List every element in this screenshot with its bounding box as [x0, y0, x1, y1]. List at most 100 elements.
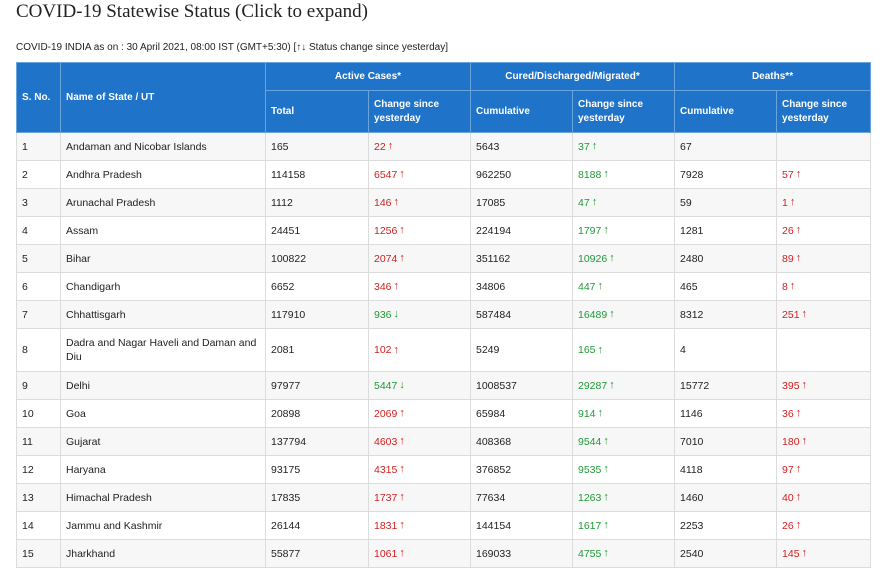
- cell-cured-cumulative-value: 1008537: [476, 379, 517, 392]
- cell-deaths-change: 251 ↑: [776, 300, 872, 329]
- arrow-up-icon: ↑: [795, 168, 802, 180]
- cell-active-change-indicator: 346 ↑: [374, 280, 399, 294]
- cell-deaths-cumulative: 2480: [674, 244, 778, 273]
- cell-cured-change-value: 8188: [578, 168, 602, 181]
- cell-cured-change-indicator: 8188 ↑: [578, 168, 609, 182]
- arrow-up-icon: ↑: [795, 224, 802, 236]
- cell-deaths-change-indicator: 395 ↑: [782, 379, 807, 393]
- cell-active-change: 2074 ↑: [368, 244, 471, 273]
- page-title[interactable]: COVID-19 Statewise Status (Click to expa…: [16, 1, 368, 22]
- cell-state-value: Arunachal Pradesh: [66, 196, 156, 209]
- cell-active-change-indicator: 1737 ↑: [374, 491, 405, 505]
- arrow-up-icon: ↑: [795, 519, 802, 531]
- cell-cured-cumulative-value: 34806: [476, 280, 506, 293]
- cell-cured-change: 447 ↑: [571, 272, 676, 301]
- cell-cured-cumulative-value: 587484: [476, 308, 512, 321]
- arrow-up-icon: ↑: [393, 343, 400, 356]
- cell-state-value: Andaman and Nicobar Islands: [66, 140, 207, 153]
- cell-deaths-cumulative-value: 4: [680, 344, 686, 356]
- cell-active-change-indicator: 2074 ↑: [374, 252, 405, 266]
- arrow-up-icon: ↑: [795, 252, 802, 264]
- arrow-up-icon: ↑: [591, 196, 598, 208]
- cell-cured-change: 29287 ↑: [571, 371, 676, 400]
- cell-cured-change: 9544 ↑: [571, 427, 676, 456]
- cell-deaths-change: 40 ↑: [776, 483, 872, 512]
- cell-cured-cumulative-value: 169033: [476, 547, 512, 560]
- arrow-up-icon: ↑: [603, 168, 609, 180]
- statewise-table-container: S. No. Name of State / UT Active Cases* …: [16, 62, 872, 568]
- cell-deaths-change: 97 ↑: [776, 455, 872, 484]
- cell-active-total-value: 2081: [271, 344, 295, 356]
- cell-active-change-value: 102: [374, 344, 392, 356]
- cell-cured-cumulative-value: 77634: [476, 491, 506, 504]
- cell-cured-change-indicator: 9544 ↑: [578, 435, 609, 449]
- arrow-up-icon: ↑: [399, 463, 405, 475]
- cell-deaths-cumulative-value: 7010: [680, 435, 704, 448]
- table-row: 8 Dadra and Nagar Haveli and Daman and Di…: [16, 328, 872, 372]
- arrow-up-icon: ↑: [603, 463, 609, 475]
- table-row: 4 Assam 24451 1256 ↑ 224194 1797 ↑ 1281 26 ↑: [16, 216, 872, 245]
- header-cured: Cured/Discharged/Migrated*: [469, 62, 676, 91]
- cell-cured-cumulative: 962250: [470, 160, 573, 189]
- cell-state: Jammu and Kashmir: [60, 511, 266, 540]
- cell-cured-change: 47 ↑: [571, 188, 676, 217]
- cell-active-total: 97977: [265, 371, 369, 400]
- cell-deaths-cumulative: 15772: [674, 371, 778, 400]
- cell-active-change: 102 ↑: [368, 328, 471, 372]
- cell-deaths-cumulative: 1281: [674, 216, 778, 245]
- cell-cured-change-value: 1797: [578, 224, 602, 237]
- cell-deaths-cumulative-value: 15772: [680, 379, 710, 392]
- header-deaths-change: Change since yesterday: [776, 90, 872, 133]
- table-row: 2 Andhra Pradesh 114158 6547 ↑ 962250 8188 ↑ 792…: [16, 160, 872, 189]
- arrow-up-icon: ↑: [603, 519, 609, 531]
- cell-cured-change: 914 ↑: [571, 399, 676, 428]
- arrow-up-icon: ↑: [801, 379, 808, 391]
- cell-active-total: 137794: [265, 427, 369, 456]
- cell-deaths-change-indicator: 251 ↑: [782, 308, 807, 322]
- cell-cured-change-value: 47: [578, 196, 590, 209]
- cell-active-change-value: 4315: [374, 463, 398, 476]
- cell-cured-change-indicator: 10926 ↑: [578, 252, 615, 266]
- cell-sno: 4: [16, 216, 61, 245]
- cell-active-total-value: 117910: [271, 308, 306, 321]
- cell-sno: 8: [16, 328, 61, 372]
- header-active-total: Total: [265, 90, 369, 133]
- cell-deaths-change-indicator: 145 ↑: [782, 547, 807, 561]
- cell-cured-change-value: 447: [578, 280, 596, 293]
- cell-cured-cumulative: 587484: [470, 300, 573, 329]
- table-row: 14 Jammu and Kashmir 26144 1831 ↑ 144154 1617 ↑…: [16, 511, 872, 540]
- cell-cured-cumulative: 17085: [470, 188, 573, 217]
- cell-sno-value: 8: [22, 344, 28, 356]
- cell-active-change-value: 146: [374, 196, 392, 209]
- cell-state-value: Assam: [66, 224, 99, 237]
- cell-sno: 3: [16, 188, 61, 217]
- arrow-up-icon: ↑: [399, 547, 405, 559]
- cell-active-total: 17835: [265, 483, 369, 512]
- table-body: 1 Andaman and Nicobar Islands 165 22 ↑ 5643 37…: [16, 132, 872, 568]
- arrow-up-icon: ↑: [603, 547, 609, 559]
- cell-deaths-cumulative: 4: [674, 328, 778, 372]
- cell-active-change-value: 5447: [374, 379, 398, 392]
- cell-sno-value: 6: [22, 280, 28, 293]
- cell-active-total: 55877: [265, 539, 369, 568]
- cell-active-change-value: 2069: [374, 407, 398, 420]
- cell-sno: 12: [16, 455, 61, 484]
- cell-active-change: 1061 ↑: [368, 539, 471, 568]
- cell-active-total: 114158: [265, 160, 369, 189]
- cell-deaths-change-value: 89: [782, 252, 794, 265]
- cell-deaths-cumulative-value: 2253: [680, 519, 704, 532]
- arrow-up-icon: ↑: [795, 491, 802, 503]
- cell-deaths-change: 180 ↑: [776, 427, 872, 456]
- cell-state: Goa: [60, 399, 266, 428]
- cell-deaths-cumulative: 8312: [674, 300, 778, 329]
- header-deaths: Deaths**: [674, 62, 872, 91]
- header-active-change: Change since yesterday: [368, 90, 471, 133]
- arrow-up-icon: ↑: [387, 140, 394, 152]
- cell-cured-change: 1617 ↑: [571, 511, 676, 540]
- cell-cured-cumulative-value: 144154: [476, 519, 512, 532]
- cell-deaths-change-indicator: 57 ↑: [782, 168, 801, 182]
- arrow-up-icon: ↑: [795, 407, 802, 419]
- cell-state-value: Haryana: [66, 463, 106, 476]
- arrow-up-icon: ↑: [795, 463, 802, 475]
- cell-deaths-cumulative-value: 8312: [680, 308, 704, 321]
